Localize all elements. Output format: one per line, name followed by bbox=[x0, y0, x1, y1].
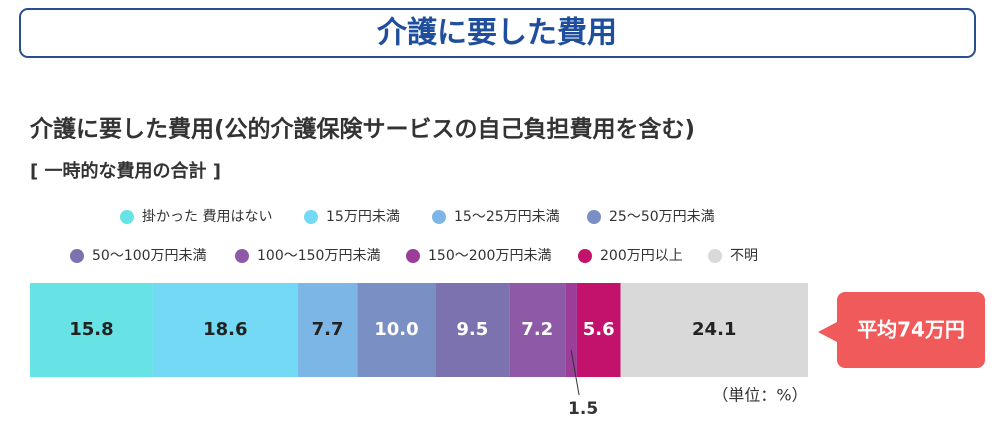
value-label: 5.6 bbox=[583, 319, 615, 340]
bar-segment bbox=[297, 283, 358, 377]
chart-title: 介護に要した費用(公的介護保険サービスの自己負担費用を含む) bbox=[29, 116, 695, 143]
bar-segment bbox=[509, 283, 566, 377]
bar-segment bbox=[435, 283, 510, 377]
legend-swatch bbox=[708, 249, 722, 263]
value-label: 9.5 bbox=[456, 319, 488, 340]
legend-swatch bbox=[120, 210, 134, 224]
legend-swatch bbox=[70, 249, 84, 263]
legend-label: 25～50万円未満 bbox=[609, 209, 715, 225]
legend-label: 15万円未満 bbox=[326, 209, 400, 225]
legend-swatch bbox=[587, 210, 601, 224]
legend-label: 掛かった 費用はない bbox=[142, 209, 272, 225]
average-callout bbox=[818, 292, 985, 368]
value-label: 7.2 bbox=[521, 319, 553, 340]
value-label: 18.6 bbox=[203, 319, 247, 340]
legend-label: 200万円以上 bbox=[600, 248, 683, 264]
leader-line bbox=[570, 349, 580, 396]
value-label: 7.7 bbox=[312, 319, 344, 340]
legend-label: 15～25万円未満 bbox=[454, 209, 560, 225]
bar-segment bbox=[620, 283, 808, 377]
value-label: 1.5 bbox=[568, 399, 598, 419]
legend-label: 50～100万円未満 bbox=[92, 248, 207, 264]
bar-segment bbox=[565, 283, 577, 377]
chart-subtitle: [ 一時的な費用の合計 ] bbox=[30, 160, 221, 182]
legend-label: 100～150万円未満 bbox=[257, 248, 380, 264]
average-label: 平均74万円 bbox=[857, 318, 965, 342]
unit-label: （単位：%） bbox=[712, 386, 807, 405]
legend-swatch bbox=[304, 210, 318, 224]
legend-label: 不明 bbox=[730, 248, 758, 264]
legend-swatch bbox=[432, 210, 446, 224]
title-box bbox=[19, 8, 976, 58]
legend-swatch bbox=[406, 249, 420, 263]
page-title: 介護に要した費用 bbox=[376, 16, 617, 51]
value-label: 10.0 bbox=[374, 319, 418, 340]
legend-swatch bbox=[578, 249, 592, 263]
bar-segment bbox=[576, 283, 621, 377]
value-label: 15.8 bbox=[69, 319, 113, 340]
value-label: 24.1 bbox=[692, 319, 736, 340]
legend-swatch bbox=[235, 249, 249, 263]
legend-label: 150～200万円未満 bbox=[428, 248, 551, 264]
bar-segment bbox=[30, 283, 153, 377]
bar-segment bbox=[357, 283, 436, 377]
bar-segment bbox=[152, 283, 298, 377]
